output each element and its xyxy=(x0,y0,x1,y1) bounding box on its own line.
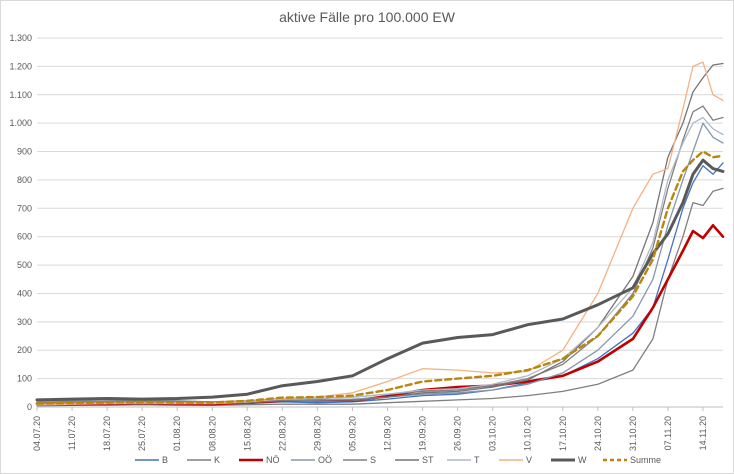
gridlines xyxy=(37,37,723,408)
y-tick-label: 400 xyxy=(17,288,32,298)
series-line-nö xyxy=(35,224,725,406)
x-tick-label: 05.09.20 xyxy=(347,416,357,451)
y-tick-label: 100 xyxy=(17,374,32,384)
x-tick-label: 01.08.20 xyxy=(172,416,182,451)
legend-label: V xyxy=(526,455,532,465)
axes: 0 100 200 300 400 500 600 700 800 900 1.000 1.100 1.… xyxy=(9,33,723,451)
x-tick-label: 31.10.20 xyxy=(628,416,638,451)
y-tick-label: 1.100 xyxy=(9,90,32,100)
x-tick-label: 11.07.20 xyxy=(67,416,77,450)
legend-label: K xyxy=(214,455,220,465)
series-line-summe xyxy=(35,150,725,405)
legend-label: B xyxy=(162,455,168,465)
x-tick-label: 12.09.20 xyxy=(383,416,393,451)
x-tick-label: 15.08.20 xyxy=(242,416,252,451)
x-tick-label: 14.11.20 xyxy=(698,416,708,450)
series-line-oö xyxy=(36,122,724,403)
series-line-b xyxy=(36,162,724,407)
y-tick-label: 500 xyxy=(17,260,32,270)
legend-label: W xyxy=(578,455,587,465)
x-tick-label: 22.08.20 xyxy=(277,416,287,451)
legend-label: NÖ xyxy=(266,455,280,465)
x-tick-label: 08.08.20 xyxy=(207,416,217,451)
y-tick-label: 1.300 xyxy=(9,33,32,43)
y-tick-label: 0 xyxy=(27,402,32,412)
series-lines xyxy=(35,61,725,407)
legend-label: Summe xyxy=(630,455,661,465)
x-tick-label: 19.09.20 xyxy=(418,416,428,451)
x-tick-label: 24.10.20 xyxy=(593,416,603,451)
legend-label: OÖ xyxy=(318,455,332,465)
y-tick-label: 1.000 xyxy=(9,118,32,128)
chart-title: aktive Fälle pro 100.000 EW xyxy=(279,9,455,25)
y-tick-label: 800 xyxy=(17,175,32,185)
series-line-w xyxy=(35,158,725,402)
legend-label: T xyxy=(474,455,480,465)
legend-label: ST xyxy=(422,455,434,465)
series-line-v xyxy=(36,61,724,406)
x-tick-label: 18.07.20 xyxy=(102,416,112,451)
x-tick-label: 29.08.20 xyxy=(312,416,322,451)
y-tick-label: 700 xyxy=(17,203,32,213)
x-tick-label: 10.10.20 xyxy=(523,416,533,451)
x-tick-label: 07.11.20 xyxy=(663,416,673,450)
y-tick-label: 300 xyxy=(17,317,32,327)
series-line-st xyxy=(36,62,724,405)
legend: B K NÖ OÖ S ST T V W Summe xyxy=(135,455,661,465)
x-tick-label: 17.10.20 xyxy=(558,416,568,451)
x-tick-label: 03.10.20 xyxy=(488,416,498,451)
x-tick-label: 04.07.20 xyxy=(32,416,42,451)
series-line-k xyxy=(36,187,724,407)
x-tick-label: 26.09.20 xyxy=(453,416,463,451)
legend-label: S xyxy=(370,455,376,465)
y-tick-label: 200 xyxy=(17,345,32,355)
series-line-s xyxy=(36,105,724,404)
x-tick-label: 25.07.20 xyxy=(137,416,147,451)
y-tick-label: 600 xyxy=(17,232,32,242)
y-tick-label: 900 xyxy=(17,147,32,157)
y-tick-label: 1.200 xyxy=(9,61,32,71)
